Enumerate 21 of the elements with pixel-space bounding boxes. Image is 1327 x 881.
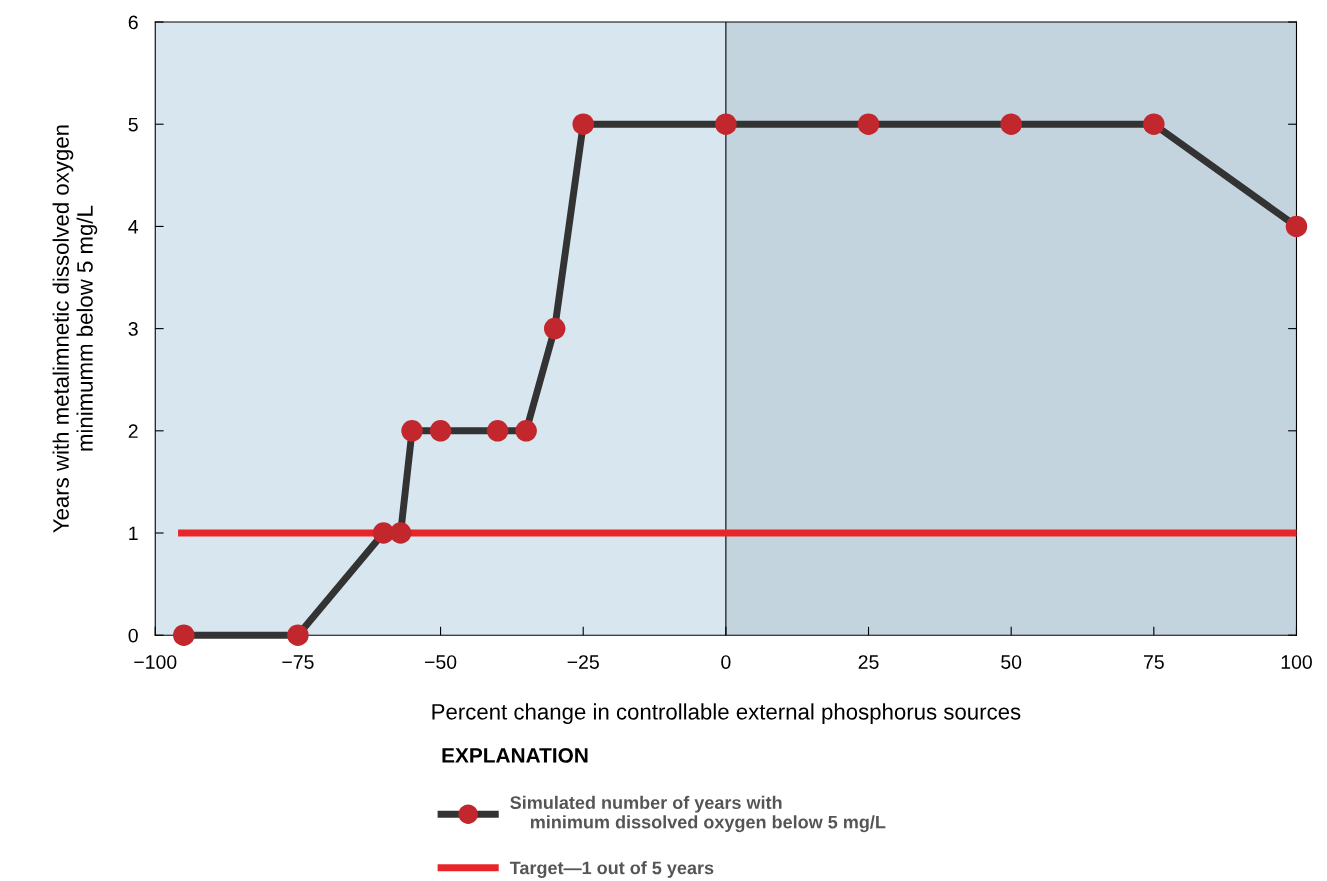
legend-title: EXPLANATION bbox=[442, 748, 588, 763]
y-axis-title: Years with metalimnetic dissolved oxygen minimumm below 5 mg/L bbox=[52, 125, 98, 533]
x-tick-label: 100 bbox=[1281, 655, 1312, 669]
y-tick-label: 3 bbox=[128, 322, 138, 336]
x-tick-label: 50 bbox=[1001, 655, 1022, 669]
y-tick-label: 1 bbox=[129, 526, 138, 541]
x-tick-label: −25 bbox=[567, 655, 599, 669]
x-tick-label: 25 bbox=[858, 655, 879, 669]
y-tick-label: 0 bbox=[128, 628, 138, 643]
legend-label: Simulated number of years with minimum dissolved oxygen below 5 mg/L bbox=[510, 795, 886, 833]
x-tick-label: 75 bbox=[1144, 655, 1164, 669]
x-tick-label: −75 bbox=[282, 655, 314, 669]
y-tick-label: 6 bbox=[128, 15, 138, 30]
x-tick-label: −100 bbox=[134, 655, 177, 669]
y-tick-label: 2 bbox=[128, 424, 138, 438]
x-tick-label: 0 bbox=[721, 655, 731, 669]
y-tick-label: 4 bbox=[128, 220, 139, 234]
legend-label: Target—1 out of 5 years bbox=[509, 861, 714, 878]
x-tick-label: −50 bbox=[425, 655, 457, 669]
x-axis-title: Percent change in controllable external phosphorus sources bbox=[432, 703, 1021, 725]
y-tick-label: 5 bbox=[128, 117, 138, 132]
